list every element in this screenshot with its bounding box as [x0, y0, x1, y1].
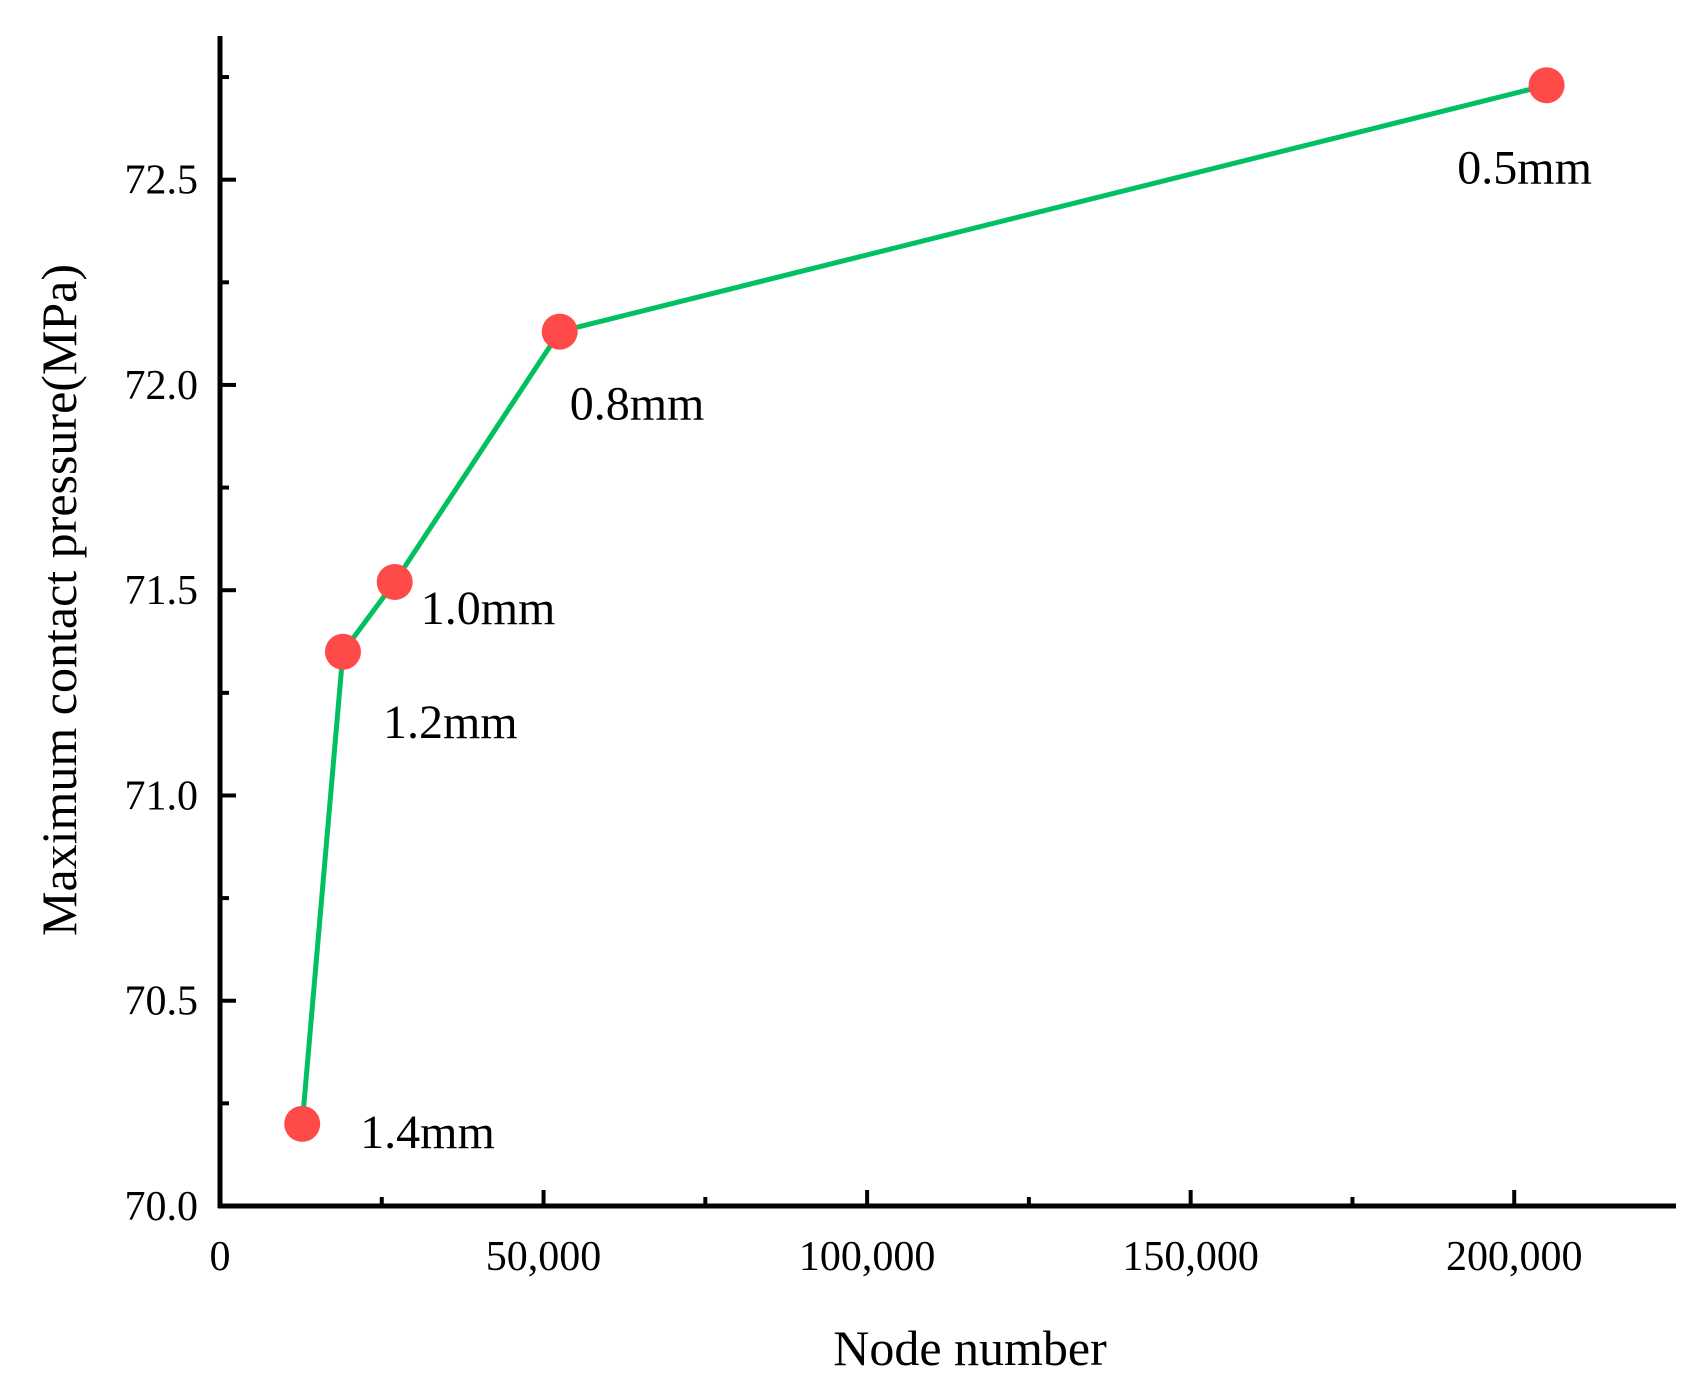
data-point	[541, 313, 578, 350]
data-point	[324, 633, 361, 670]
point-annotation: 0.8mm	[570, 378, 705, 431]
y-tick-label: 70.5	[125, 979, 199, 1025]
data-point	[1528, 67, 1565, 104]
ticks: 70.0 70.5 71.0 71.5 72.0 72.5 0 50,000 100,000 15…	[125, 75, 1583, 1280]
y-tick-label: 72.0	[125, 363, 199, 409]
y-tick-label: 71.0	[125, 773, 199, 819]
point-annotation: 0.5mm	[1457, 141, 1592, 194]
x-tick-label: 150,000	[1122, 1234, 1259, 1280]
plot-layer: 70.0 70.5 71.0 71.5 72.0 72.5 0 50,000 100,000 15…	[125, 36, 1676, 1280]
x-axis-title: Node number	[833, 1320, 1107, 1376]
point-annotation: 1.4mm	[360, 1106, 495, 1159]
x-tick-label: 50,000	[486, 1234, 602, 1280]
data-point	[284, 1105, 321, 1142]
axes	[217, 36, 1676, 1209]
y-tick-label: 70.0	[125, 1184, 199, 1230]
data-points	[284, 67, 1565, 1142]
y-tick-label: 72.5	[125, 158, 199, 204]
point-labels: 1.4mm 1.2mm 1.0mm 0.8mm 0.5mm	[360, 141, 1592, 1159]
point-annotation: 1.0mm	[421, 582, 556, 635]
x-tick-label: 100,000	[799, 1234, 936, 1280]
y-tick-label: 71.5	[125, 568, 199, 614]
data-point	[376, 564, 413, 600]
x-tick-label: 200,000	[1446, 1234, 1583, 1280]
point-annotation: 1.2mm	[383, 696, 518, 749]
y-axis-title: Maximum contact pressure(MPa)	[31, 264, 87, 936]
x-tick-label: 0	[210, 1234, 231, 1280]
